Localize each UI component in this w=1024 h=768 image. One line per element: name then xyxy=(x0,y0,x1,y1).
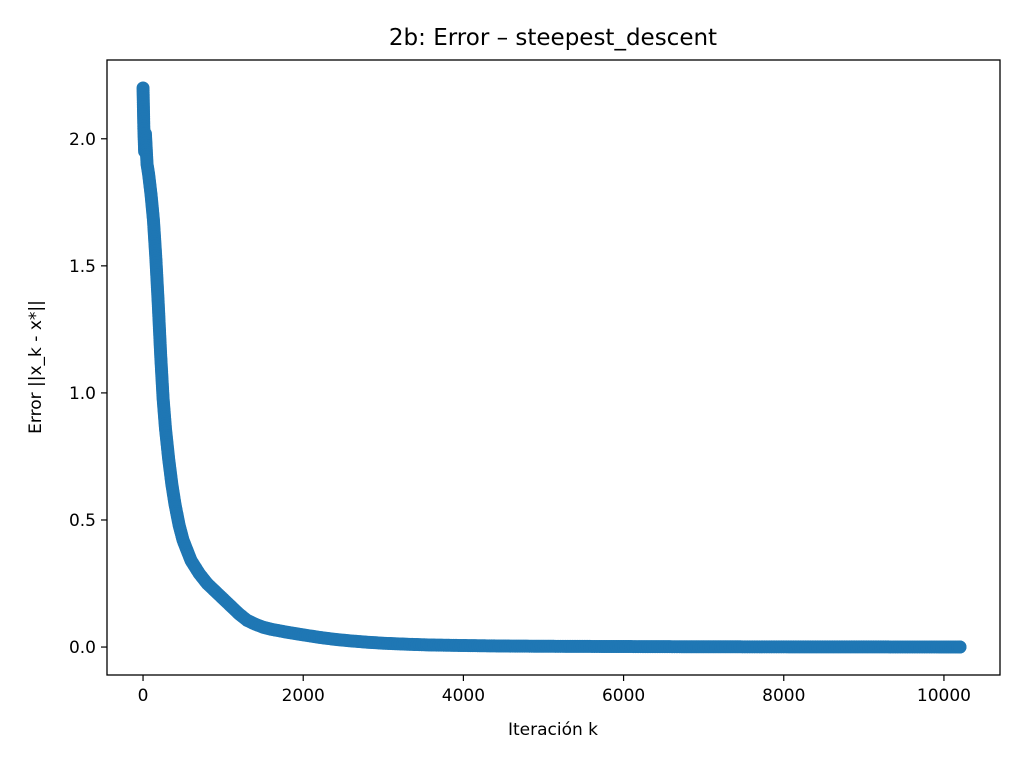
series-markers xyxy=(136,81,967,654)
y-axis-label: Error ||x_k - x*|| xyxy=(26,300,46,434)
data-point xyxy=(953,640,967,654)
y-tick-label: 2.0 xyxy=(69,130,96,150)
x-axis-label: Iteración k xyxy=(508,720,598,740)
y-tick-label: 0.0 xyxy=(69,638,96,658)
x-tick-label: 10000 xyxy=(917,686,971,706)
axes: 0 2000 4000 6000 8000 10000 0.0 0.5 1.0 1.5 2.0 xyxy=(69,130,971,706)
y-tick-label: 1.0 xyxy=(69,384,96,404)
x-tick-label: 2000 xyxy=(282,686,325,706)
x-tick-label: 8000 xyxy=(762,686,805,706)
x-tick-label: 6000 xyxy=(602,686,645,706)
x-tick-label: 0 xyxy=(138,686,149,706)
y-tick-label: 0.5 xyxy=(69,511,96,531)
series-line xyxy=(142,87,960,648)
plot-area xyxy=(136,81,967,654)
plot-frame xyxy=(106,59,1001,676)
y-tick-label: 1.5 xyxy=(69,257,96,277)
chart-title: 2b: Error – steepest_descent xyxy=(389,25,717,51)
x-tick-label: 4000 xyxy=(442,686,485,706)
